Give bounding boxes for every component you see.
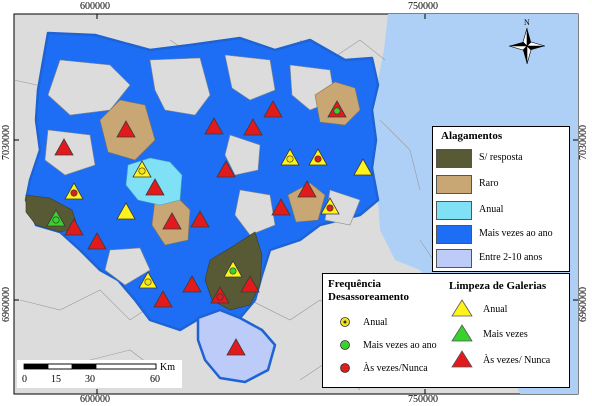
desassoreamento-dot-marker: [314, 155, 322, 163]
desassoreamento-dot-marker: [52, 216, 60, 224]
galeria-triangle-marker: [64, 218, 84, 236]
coord-left-7030000: 7030000: [1, 125, 12, 160]
legend-galerias-title: Limpeza de Galerias: [449, 280, 547, 292]
scale-bar: [17, 360, 182, 388]
galeria-triangle-marker: [145, 178, 165, 196]
coord-bottom-600000: 600000: [80, 394, 110, 405]
desassoreamento-dot-marker: [286, 155, 294, 163]
survey-symbols: [46, 100, 373, 356]
legend-dot-mais-vezes: [340, 340, 350, 350]
desassoreamento-dot-marker: [138, 167, 146, 175]
desassoreamento-dot-marker: [229, 267, 237, 275]
north-label: N: [524, 18, 530, 27]
legend-triangle-mais-vezes: [451, 324, 473, 342]
north-arrow-icon: [508, 27, 546, 65]
swatch-s-resposta: [436, 149, 472, 168]
swatch-anual: [436, 201, 472, 220]
galeria-triangle-marker: [116, 120, 136, 138]
galeria-triangle-marker: [116, 202, 136, 220]
coord-top-600000: 600000: [80, 1, 110, 12]
desassoreamento-dot-marker: [144, 278, 152, 286]
legend-dot-as-vezes: [340, 363, 350, 373]
legend-alagamentos: Alagamentos S/ resposta Raro Anual Mais …: [432, 126, 570, 272]
coord-top-750000: 750000: [408, 1, 438, 12]
legend-dot-as-vezes-label: Às vezes/Nunca: [363, 363, 428, 374]
legend-item-anual: Anual: [479, 204, 504, 215]
coord-bottom-750000: 750000: [408, 394, 438, 405]
desassoreamento-dot-marker: [333, 107, 341, 115]
legend-triangle-as-vezes: [451, 350, 473, 368]
legend-dot-mais-vezes-label: Mais vezes ao ano: [363, 340, 437, 351]
scale-tick-30: 30: [85, 374, 95, 385]
scale-tick-60: 60: [150, 374, 160, 385]
galeria-triangle-marker: [190, 210, 210, 228]
galeria-triangle-marker: [353, 158, 373, 176]
legend-triangle-mais-vezes-label: Mais vezes: [483, 329, 528, 340]
legend-alagamentos-title: Alagamentos: [441, 130, 503, 142]
swatch-raro: [436, 175, 472, 194]
tick-marks: [14, 14, 578, 394]
galeria-triangle-marker: [243, 118, 263, 136]
coord-left-6960000: 6960000: [1, 287, 12, 322]
desassoreamento-dot-marker: [326, 204, 334, 212]
legend-triangle-anual: [451, 299, 473, 317]
legend-limpeza: Frequência Desassoreamento Anual Mais ve…: [322, 273, 570, 388]
legend-triangle-anual-label: Anual: [483, 304, 508, 315]
galeria-triangle-marker: [182, 275, 202, 293]
legend-item-mais-vezes: Mais vezes ao ano: [479, 228, 553, 239]
coord-right-6960000: 6960000: [578, 287, 589, 322]
swatch-mais-vezes: [436, 225, 472, 244]
galeria-triangle-marker: [240, 275, 260, 293]
desassoreamento-dot-marker: [216, 293, 224, 301]
legend-triangle-as-vezes-label: Às vezes/ Nunca: [483, 355, 551, 366]
galeria-triangle-marker: [263, 100, 283, 118]
coord-right-7030000: 7030000: [578, 125, 589, 160]
desassoreamento-dot-marker: [70, 189, 78, 197]
legend-item-raro: Raro: [479, 178, 499, 189]
galeria-triangle-marker: [271, 198, 291, 216]
galeria-triangle-marker: [297, 180, 317, 198]
scale-tick-0: 0: [22, 374, 27, 385]
legend-dot-anual-label: Anual: [363, 317, 388, 328]
legend-dot-anual: [340, 317, 350, 327]
galeria-triangle-marker: [162, 212, 182, 230]
legend-item-entre-2-10: Entre 2-10 anos: [479, 252, 543, 263]
swatch-entre-2-10: [436, 249, 472, 268]
scale-unit: Km: [160, 362, 175, 373]
galeria-triangle-marker: [216, 160, 236, 178]
legend-item-s-resposta: S/ resposta: [479, 152, 523, 163]
galeria-triangle-marker: [87, 232, 107, 250]
legend-desassoreamento-title: Frequência Desassoreamento: [328, 278, 410, 303]
galeria-triangle-marker: [54, 138, 74, 156]
galeria-triangle-marker: [153, 290, 173, 308]
galeria-triangle-marker: [226, 338, 246, 356]
scale-tick-15: 15: [51, 374, 61, 385]
galeria-triangle-marker: [204, 117, 224, 135]
